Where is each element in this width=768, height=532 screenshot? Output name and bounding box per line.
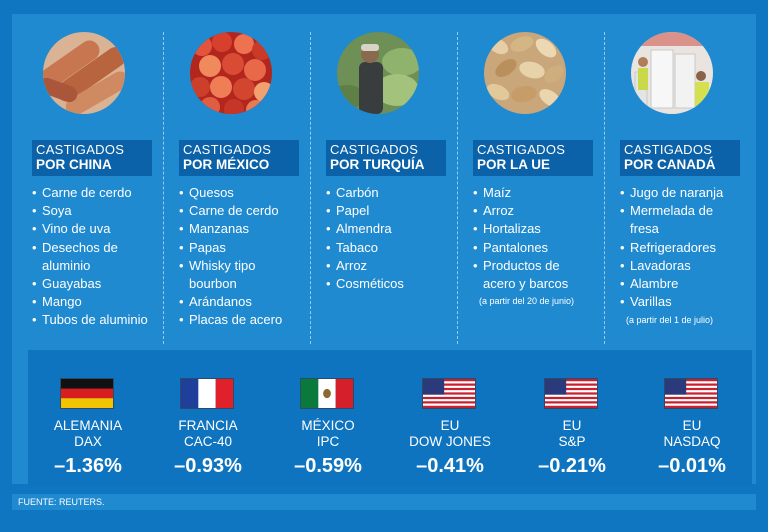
- market-name: FRANCIA CAC-40: [148, 418, 268, 450]
- list-item: Vino de uva: [32, 220, 172, 238]
- usa-flag: [422, 378, 476, 409]
- market-change: –0.59%: [294, 455, 362, 477]
- items-list-canada: Jugo de naranja Mermelada de fresa Refri…: [620, 184, 760, 312]
- list-item: Manzanas: [179, 220, 319, 238]
- tag-line1: CASTIGADOS: [330, 142, 419, 157]
- tag-canada: CASTIGADOS POR CANADÁ: [620, 140, 740, 176]
- list-item: Carbón: [326, 184, 466, 202]
- peanuts-photo: [484, 32, 566, 114]
- market-index: DOW JONES: [409, 434, 491, 449]
- usa-flag: [544, 378, 598, 409]
- market-name: EU S&P: [512, 418, 632, 450]
- market-country: EU: [562, 418, 582, 433]
- items-list-eu: Maíz Arroz Hortalizas Pantalones Product…: [473, 184, 613, 293]
- list-item: Alambre: [620, 275, 760, 293]
- items-list-mexico: Quesos Carne de cerdo Manzanas Papas Whi…: [179, 184, 319, 330]
- source-footer: FUENTE: REUTERS.: [12, 494, 756, 510]
- tag-mexico: CASTIGADOS POR MÉXICO: [179, 140, 299, 176]
- list-item: Arroz: [326, 257, 466, 275]
- market-change: –0.93%: [174, 455, 242, 477]
- column-divider: [457, 32, 458, 344]
- list-item: Maíz: [473, 184, 613, 202]
- apples-photo: [190, 32, 272, 114]
- list-item: Jugo de naranja: [620, 184, 760, 202]
- tag-line1: CASTIGADOS: [477, 142, 566, 157]
- tag-line2: POR CHINA: [36, 157, 112, 172]
- list-item: Papel: [326, 202, 466, 220]
- market-index: DAX: [74, 434, 102, 449]
- stock-markets-strip: ALEMANIA DAX –1.36% FRANCIA CAC-40 –0.93…: [28, 350, 752, 486]
- list-item: Mango: [32, 293, 172, 311]
- appliances-photo: [631, 32, 713, 114]
- market-index: CAC-40: [183, 434, 232, 449]
- market-country: ALEMANIA: [53, 418, 123, 433]
- tag-turkey: CASTIGADOS POR TURQUÍA: [326, 140, 446, 176]
- list-item: Mermelada de fresa: [620, 202, 740, 238]
- column-divider: [604, 32, 605, 344]
- list-item: Tubos de aluminio: [32, 311, 172, 329]
- market-index: NASDAQ: [663, 434, 721, 449]
- tag-line1: CASTIGADOS: [624, 142, 713, 157]
- list-item: Desechos de aluminio: [32, 239, 142, 275]
- effective-date-note: (a partir del 20 de junio): [479, 296, 575, 306]
- items-list-turkey: Carbón Papel Almendra Tabaco Arroz Cosmé…: [326, 184, 466, 293]
- market-name: ALEMANIA DAX: [28, 418, 148, 450]
- list-item: Arroz: [473, 202, 613, 220]
- list-item: Almendra: [326, 220, 466, 238]
- market-change: –0.41%: [416, 455, 484, 477]
- market-country: EU: [440, 418, 460, 433]
- effective-date-note: (a partir del 1 de julio): [626, 315, 714, 325]
- list-item: Guayabas: [32, 275, 172, 293]
- list-item: Whisky tipo bourbon: [179, 257, 284, 293]
- list-item: Papas: [179, 239, 319, 257]
- tobacco-farmer-photo: [337, 32, 419, 114]
- market-name: EU DOW JONES: [390, 418, 510, 450]
- market-country: EU: [682, 418, 702, 433]
- items-list-china: Carne de cerdo Soya Vino de uva Desechos…: [32, 184, 172, 330]
- sausages-photo: [43, 32, 125, 114]
- tag-line2: POR LA UE: [477, 157, 551, 172]
- market-index: S&P: [558, 434, 586, 449]
- market-country: FRANCIA: [178, 418, 238, 433]
- tag-line2: POR TURQUÍA: [330, 157, 425, 172]
- list-item: Tabaco: [326, 239, 466, 257]
- tag-line2: POR CANADÁ: [624, 157, 716, 172]
- list-item: Placas de acero: [179, 311, 319, 329]
- list-item: Soya: [32, 202, 172, 220]
- market-change: –0.01%: [658, 455, 726, 477]
- list-item: Refrigeradores: [620, 239, 760, 257]
- market-change: –0.21%: [538, 455, 606, 477]
- tag-line1: CASTIGADOS: [36, 142, 125, 157]
- column-divider: [310, 32, 311, 344]
- list-item: Arándanos: [179, 293, 319, 311]
- market-index: IPC: [316, 434, 340, 449]
- list-item: Productos de acero y barcos: [473, 257, 583, 293]
- france-flag: [180, 378, 234, 409]
- market-change: –1.36%: [54, 455, 122, 477]
- market-country: MÉXICO: [301, 418, 355, 433]
- list-item: Lavadoras: [620, 257, 760, 275]
- tag-eu: CASTIGADOS POR LA UE: [473, 140, 593, 176]
- market-name: EU NASDAQ: [632, 418, 752, 450]
- usa-flag: [664, 378, 718, 409]
- tag-china: CASTIGADOS POR CHINA: [32, 140, 152, 176]
- list-item: Quesos: [179, 184, 319, 202]
- germany-flag: [60, 378, 114, 409]
- list-item: Varillas: [620, 293, 760, 311]
- list-item: Hortalizas: [473, 220, 613, 238]
- tag-line1: CASTIGADOS: [183, 142, 272, 157]
- list-item: Pantalones: [473, 239, 613, 257]
- tag-line2: POR MÉXICO: [183, 157, 270, 172]
- market-name: MÉXICO IPC: [268, 418, 388, 450]
- list-item: Cosméticos: [326, 275, 466, 293]
- list-item: Carne de cerdo: [179, 202, 319, 220]
- tariffs-panel: CASTIGADOS POR CHINA Carne de cerdo Soya…: [12, 14, 756, 486]
- mexico-flag: [300, 378, 354, 409]
- column-divider: [163, 32, 164, 344]
- list-item: Carne de cerdo: [32, 184, 172, 202]
